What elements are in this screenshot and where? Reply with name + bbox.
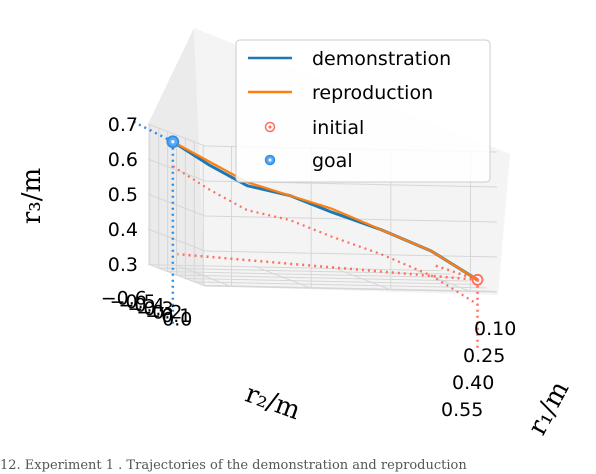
grid-line-wall-r3 xyxy=(147,263,498,293)
y-tick-label: −0.2 xyxy=(136,301,182,323)
projection-line-initial-r2 xyxy=(433,263,478,281)
figure-caption: 12. Experiment 1 . Trajectories of the d… xyxy=(0,458,467,473)
legend-reproduction-label: reproduction xyxy=(312,82,433,104)
z-tick-label: 0.6 xyxy=(108,149,138,171)
initial-marker xyxy=(471,273,484,286)
grid-line-floor-r2 xyxy=(185,277,478,285)
grid-line-floor-r2 xyxy=(158,267,451,275)
tick-labels: 0.30.40.50.60.7−0.6−0.5−0.4−0.3−0.2−0.10… xyxy=(101,114,517,421)
grid-line-floor-r2 xyxy=(203,284,496,292)
projection-line-initial-r1 xyxy=(177,252,478,282)
z-tick-label: 0.4 xyxy=(108,219,138,241)
grid-line-floor-r2 xyxy=(194,281,487,289)
grid-line-wall-r3 xyxy=(147,193,498,223)
z-tick-label: 0.5 xyxy=(108,184,138,206)
legend-box xyxy=(235,39,491,183)
legend-demonstration-label: demonstration xyxy=(312,48,451,70)
x-tick-label: 0.25 xyxy=(463,345,505,367)
endpoint-markers xyxy=(166,135,484,286)
z-tick-label: 0.7 xyxy=(108,114,138,136)
y-tick-label: −0.5 xyxy=(110,291,156,313)
y-tick-label: −0.6 xyxy=(101,288,147,310)
grid-line-floor-r2 xyxy=(167,271,460,279)
legend-initial-label: initial xyxy=(312,117,364,139)
grid-line-wall-r3 xyxy=(147,158,498,188)
y-tick-label: −0.3 xyxy=(127,298,173,320)
legend: demonstration reproduction initial goal xyxy=(235,39,491,183)
x-tick-label: 0.10 xyxy=(474,318,516,340)
initial-marker-dot xyxy=(475,278,480,282)
x-axis-label: r₁/m xyxy=(522,376,575,440)
y-tick-label: −0.4 xyxy=(119,295,165,317)
legend-goal-marker xyxy=(264,154,276,166)
legend-goal-label: goal xyxy=(312,150,353,172)
grid-line-wall-r3 xyxy=(147,228,498,258)
goal-marker-dot xyxy=(171,140,175,144)
series-line-reproduction xyxy=(172,140,479,281)
y-axis-label: r₂/m xyxy=(241,379,304,426)
y-tick-label: 0.0 xyxy=(162,308,192,330)
z-tick-label: 0.3 xyxy=(108,254,138,276)
grid-lines xyxy=(147,123,498,293)
z-axis-label: r₃/m xyxy=(17,168,47,224)
grid-line-floor-r2 xyxy=(176,274,469,282)
grid-line-floor-r2 xyxy=(149,264,442,272)
x-tick-label: 0.55 xyxy=(441,399,483,421)
projection-line-goal-r1 xyxy=(132,120,174,143)
legend-initial-marker xyxy=(264,121,276,133)
trajectory-series xyxy=(172,140,479,282)
y-tick-label: −0.1 xyxy=(145,305,191,327)
x-tick-label: 0.40 xyxy=(452,372,494,394)
